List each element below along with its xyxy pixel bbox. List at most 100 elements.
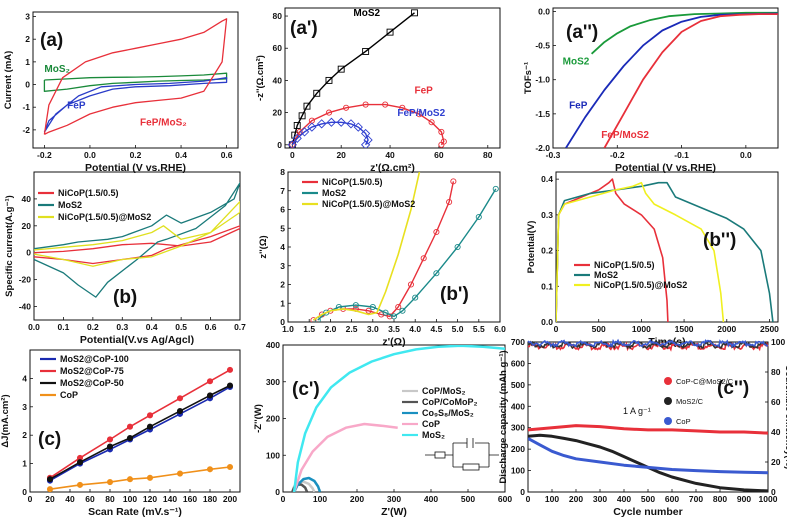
data-point xyxy=(313,89,321,97)
x-tick-label: 0.0 xyxy=(28,322,40,332)
y-tick-label: 8 xyxy=(280,167,285,177)
series-line xyxy=(49,386,231,482)
data-point xyxy=(360,128,371,139)
y-tick-label: 0.3 xyxy=(541,210,553,220)
y-tick-label: 100 xyxy=(511,466,525,476)
series-annotation: MoS2 xyxy=(563,57,590,68)
panel-label: (a') xyxy=(290,18,318,39)
data-point xyxy=(323,309,330,316)
x-tick-label: 100 xyxy=(545,494,559,504)
data-point xyxy=(206,378,214,385)
x-tick-label: 3.0 xyxy=(367,324,379,334)
series-line xyxy=(291,103,445,146)
legend-label: MoS2@CoP-75 xyxy=(60,366,124,376)
y-tick-label: 0 xyxy=(520,487,525,497)
x-tick-label: 0 xyxy=(28,494,33,504)
x-tick-label: 0 xyxy=(526,494,531,504)
data-point xyxy=(365,307,372,314)
data-point xyxy=(450,178,457,185)
y-tick-label: 300 xyxy=(511,423,525,433)
data-point xyxy=(337,65,345,73)
x-tick-label: 5.0 xyxy=(452,324,464,334)
data-point xyxy=(416,111,423,118)
legend-label: NiCoP(1.5/0.5)@MoS2 xyxy=(594,280,687,290)
legend-label: NiCoP(1.5/0.5)@MoS2 xyxy=(58,212,151,222)
x-tick-label: 2.0 xyxy=(324,324,336,334)
data-point xyxy=(420,255,427,262)
y-tick-label: 0.0 xyxy=(541,317,553,327)
y-axis-label: TOFs⁻¹ xyxy=(523,62,534,94)
legend-marker xyxy=(664,377,672,385)
y-tick-label: 0.2 xyxy=(541,246,553,256)
x-tick-label: 60 xyxy=(434,150,444,160)
x-tick-label: 0.6 xyxy=(221,150,233,160)
y-tick-label: 0.0 xyxy=(538,6,550,16)
y-tick-label: 1 xyxy=(280,298,285,308)
legend-label: CoP xyxy=(676,417,691,426)
y-tick-label: 40 xyxy=(22,194,32,204)
y-tick-label: 4 xyxy=(22,373,27,383)
x-axis-label: Scan Rate (mV.s⁻¹) xyxy=(88,506,182,518)
y-tick-label: 0.1 xyxy=(541,281,553,291)
x-tick-label: 4.0 xyxy=(409,324,421,334)
legend-label: CoP/CoMoP₂ xyxy=(422,397,478,407)
y-tick-label: 3 xyxy=(22,402,27,412)
x-tick-label: 500 xyxy=(592,324,606,334)
x-tick-label: 100 xyxy=(313,494,327,504)
x-tick-label: 500 xyxy=(461,494,475,504)
data-point xyxy=(369,303,376,311)
x-tick-label: -0.3 xyxy=(546,150,561,160)
legend-label: Co₉S₈/MoS₂ xyxy=(422,408,474,418)
legend-marker xyxy=(664,417,672,425)
y-tick-label: 200 xyxy=(266,414,280,424)
legend-label: MoS2 xyxy=(594,270,618,280)
data-point xyxy=(226,366,234,373)
series-group xyxy=(565,11,778,148)
data-point xyxy=(289,141,296,148)
series-line xyxy=(34,182,240,298)
data-point xyxy=(446,198,453,206)
y-tick-label: 200 xyxy=(511,444,525,454)
y-axis-label: Current (mA) xyxy=(3,51,14,110)
x-tick-label: 0.5 xyxy=(175,322,187,332)
series-annotation: FeP xyxy=(569,100,588,111)
x-axis-label: z'(Ω) xyxy=(382,336,405,348)
data-point xyxy=(126,423,134,430)
y-tick-label: 3 xyxy=(280,261,285,271)
panel-c: 0 20 40 60 80 100 120 140 160 180 200 0 1 2 3 4 Scan Rat… xyxy=(0,349,241,518)
x-tick-label: 0 xyxy=(554,324,559,334)
series-line xyxy=(528,424,768,435)
data-point xyxy=(293,122,301,129)
y-tick-label: 6 xyxy=(280,205,285,215)
y-axis-label: Discharge capacity (mAh g⁻¹) xyxy=(498,350,509,483)
data-point xyxy=(76,481,84,488)
panel-a2: -0.3 -0.2 -0.1 0.0 -2.0 -1.5 -1.0 -0.5 0.0 Potent… xyxy=(523,6,779,174)
x-tick-label: 600 xyxy=(665,494,679,504)
y-tick-label: 0 xyxy=(280,317,285,327)
data-point xyxy=(206,392,214,399)
x-tick-label: 40 xyxy=(65,494,75,504)
y-tick-label: -2 xyxy=(22,125,30,135)
panel-b1: 1.0 1.5 2.0 2.5 3.0 3.5 4.0 4.5 5.0 5.5 6.0 0 1 2 3 4 5 6… xyxy=(258,167,506,348)
series-line xyxy=(34,225,240,265)
panel-label: (b') xyxy=(440,284,469,305)
y2-tick-label: 80 xyxy=(771,367,781,377)
x-tick-label: -0.2 xyxy=(610,150,625,160)
y-tick-label: 400 xyxy=(266,340,280,350)
data-point xyxy=(382,309,389,316)
series-group xyxy=(556,178,774,322)
data-point xyxy=(362,47,370,55)
y-tick-label: 100 xyxy=(266,450,280,460)
y-tick-label: 700 xyxy=(511,337,525,347)
x-tick-label: 600 xyxy=(498,494,512,504)
x-tick-label: 300 xyxy=(593,494,607,504)
data-point xyxy=(226,463,234,471)
series-group xyxy=(287,9,447,148)
x-tick-label: 0 xyxy=(281,494,286,504)
data-point xyxy=(325,76,333,84)
data-point xyxy=(126,434,134,442)
series-group xyxy=(34,182,240,298)
legend-label: CoP/MoS₂ xyxy=(422,386,466,396)
y-tick-label: 20 xyxy=(22,221,32,231)
data-point xyxy=(296,128,303,135)
